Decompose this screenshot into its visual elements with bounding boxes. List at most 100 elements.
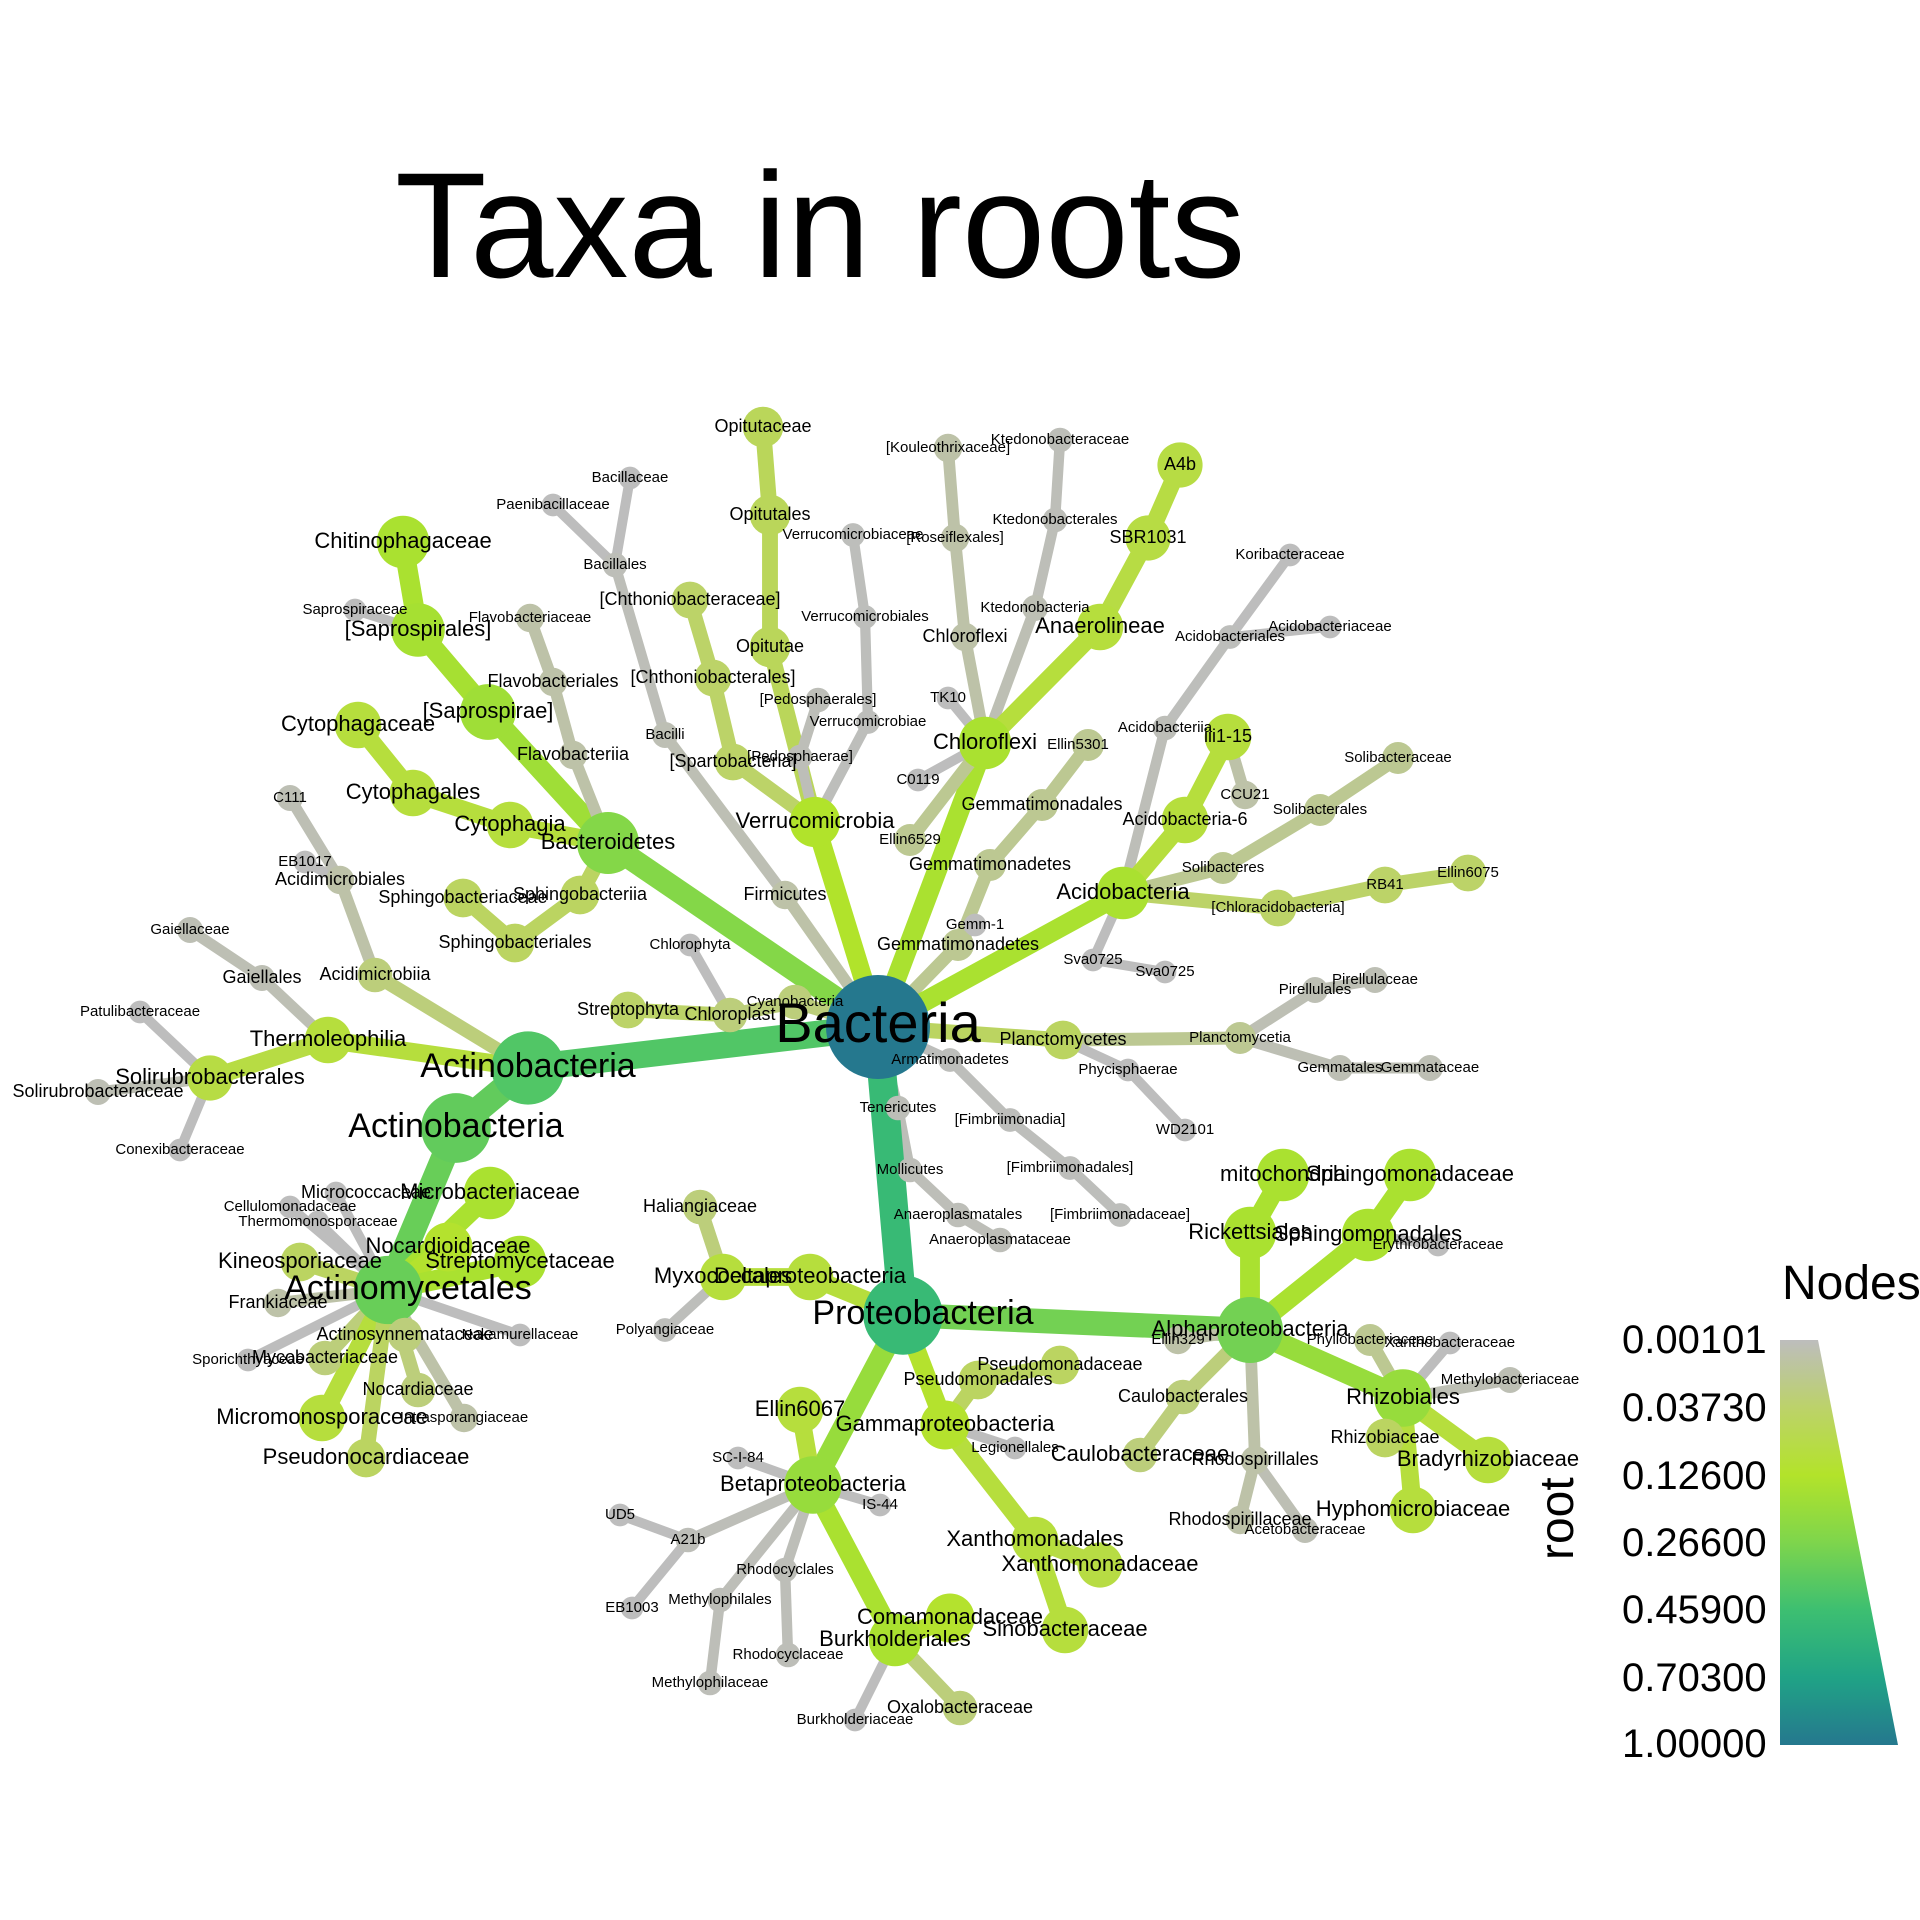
- node-label: Firmicutes: [743, 884, 826, 904]
- tree-node: [1341, 1208, 1395, 1262]
- tree-node: [885, 1095, 911, 1121]
- node-label: Myxococcales: [654, 1263, 792, 1288]
- node-label: [Pedosphaerae]: [747, 748, 853, 765]
- tree-nodes: [85, 406, 1523, 1732]
- tree-node: [609, 991, 647, 1029]
- tree-node: [1081, 948, 1105, 972]
- tree-node: [236, 1348, 260, 1372]
- tree-node: [277, 785, 303, 811]
- node-label: Rhizobiales: [1346, 1384, 1460, 1409]
- node-label: iii1-15: [1204, 726, 1252, 746]
- tree-node: [694, 659, 732, 697]
- node-label: C0119: [896, 771, 939, 788]
- node-label: Planctomycetes: [999, 1029, 1126, 1049]
- node-label: Sva0725: [1063, 951, 1122, 968]
- tree-node: [1125, 515, 1171, 561]
- tree-edge: [1088, 955, 1170, 977]
- tree-node: [443, 878, 483, 918]
- tree-node: [1225, 1505, 1255, 1535]
- tree-edge: [1004, 1114, 1076, 1174]
- node-label: Acidobacteriaceae: [1268, 618, 1391, 635]
- node-label: Acidobacteria: [1056, 879, 1190, 904]
- tree-node: [678, 933, 702, 957]
- tree-node: [353, 1255, 423, 1325]
- tree-node: [805, 687, 831, 713]
- tree-node: [942, 929, 974, 961]
- node-label: Gemm-1: [946, 916, 1004, 933]
- tree-node: [1216, 1296, 1284, 1364]
- node-label: Acetobacteraceae: [1245, 1521, 1366, 1538]
- tree-node: [1026, 789, 1058, 821]
- tree-node: [1204, 713, 1252, 761]
- tree-edge: [1049, 434, 1066, 526]
- tree-node: [826, 975, 930, 1079]
- tree-node: [1354, 1324, 1386, 1356]
- tree-node: [786, 1253, 834, 1301]
- node-label: Acidobacteriales: [1175, 628, 1285, 645]
- node-label: Bacilli: [645, 726, 684, 743]
- node-label: Gemmatimonadetes: [877, 934, 1039, 954]
- tree-node: [577, 812, 639, 874]
- tree-node: [940, 523, 970, 553]
- node-label: Actinobacteria: [420, 1047, 636, 1085]
- tree-node: [1108, 1203, 1132, 1227]
- node-label: [Chthoniobacterales]: [630, 667, 795, 687]
- node-label: Opitutae: [736, 636, 804, 656]
- tree-edge: [1234, 1032, 1346, 1074]
- tree-node: [777, 984, 813, 1020]
- node-label: Mycobacteriaceae: [252, 1347, 398, 1367]
- node-label: Solibacteraceae: [1344, 749, 1452, 766]
- node-label: [Saprospirae]: [423, 698, 554, 723]
- node-label: Sphingomonadales: [1274, 1221, 1462, 1246]
- tree-node: [307, 1340, 343, 1376]
- node-label: SBR1031: [1109, 527, 1186, 547]
- tree-node: [602, 552, 628, 578]
- tree-edge: [184, 924, 268, 984]
- tree-edge: [976, 618, 1109, 752]
- node-label: Bradyrhizobiaceae: [1397, 1446, 1579, 1471]
- node-label: Bacteroidetes: [541, 829, 676, 854]
- legend-tick: 0.12600: [1622, 1454, 1767, 1498]
- tree-node: [1072, 729, 1104, 761]
- tree-node: [1163, 1325, 1193, 1355]
- node-label: Pirellulaceae: [1332, 971, 1418, 988]
- node-label: Paenibacillaceae: [496, 496, 609, 513]
- legend-axis-label: root: [1531, 1477, 1584, 1560]
- node-label: [Pedosphaerales]: [760, 691, 877, 708]
- tree-node: [707, 1587, 733, 1613]
- tree-node: [391, 603, 445, 657]
- tree-edge: [627, 1535, 693, 1613]
- tree-node: [1022, 595, 1048, 621]
- tree-node: [963, 913, 987, 937]
- tree-node: [784, 1456, 842, 1514]
- tree-node: [421, 1093, 491, 1163]
- tree-node: [618, 466, 642, 490]
- node-label: Burkholderiaceae: [797, 1711, 914, 1728]
- node-label: [Fimbriimonadales]: [1007, 1159, 1134, 1176]
- node-label: Deltaproteobacteria: [714, 1263, 907, 1288]
- node-label: [Chthoniobacteraceae]: [599, 589, 780, 609]
- tree-edge: [1159, 631, 1236, 734]
- node-label: Chloroplast: [684, 1004, 775, 1024]
- node-label: CCU21: [1220, 786, 1269, 803]
- tree-node: [278, 1195, 302, 1219]
- tree-node: [938, 1048, 962, 1072]
- node-label: Ellin5301: [1047, 736, 1109, 753]
- tree-node: [853, 605, 877, 629]
- node-label: Anaeroplasmatales: [894, 1206, 1022, 1223]
- node-label: Acidimicrobiia: [319, 964, 431, 984]
- tree-node: [495, 923, 535, 963]
- tree-edge: [944, 1054, 1016, 1126]
- tree-node: [1157, 442, 1203, 488]
- tree-edge: [803, 1475, 905, 1650]
- node-label: Gemmatimonadales: [961, 794, 1122, 814]
- node-label: Actinobacteria: [348, 1107, 564, 1145]
- tree-node: [493, 1235, 547, 1289]
- tree-node: [942, 1690, 978, 1726]
- node-label: Micrococcaceae: [301, 1182, 431, 1202]
- node-label: Gemmataceae: [1381, 1059, 1479, 1076]
- tree-node: [1240, 1445, 1270, 1475]
- tree-node: [249, 965, 275, 991]
- node-label: Methylophilales: [668, 1591, 771, 1608]
